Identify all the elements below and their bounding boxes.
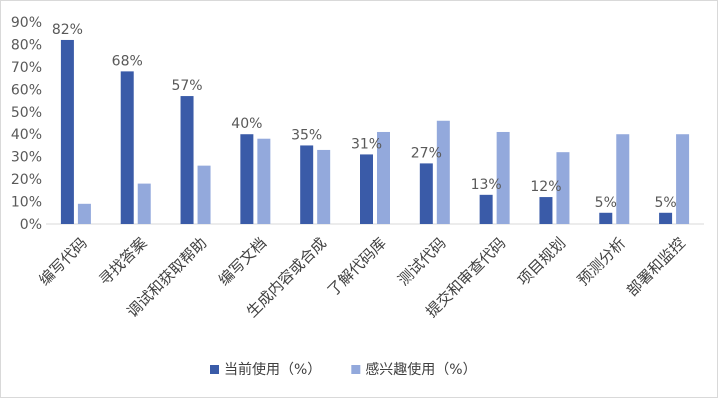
data-label: 27% xyxy=(411,145,442,161)
bar xyxy=(539,197,553,224)
y-tick-label: 30% xyxy=(11,150,42,166)
x-tick-label: 编写代码 xyxy=(35,234,90,289)
legend-label: 感兴趣使用（%） xyxy=(365,361,476,378)
data-label: 57% xyxy=(171,78,202,94)
bar xyxy=(300,145,314,224)
x-tick-label: 项目规划 xyxy=(514,234,569,289)
bar xyxy=(616,134,630,224)
bar xyxy=(496,131,510,224)
x-tick-label: 测试代码 xyxy=(394,234,449,289)
bar xyxy=(257,138,271,224)
bars xyxy=(60,39,690,225)
y-tick-label: 90% xyxy=(11,15,42,31)
bar xyxy=(419,163,433,224)
data-label: 40% xyxy=(231,116,262,132)
bar xyxy=(676,134,690,224)
bar xyxy=(137,183,151,224)
bar xyxy=(436,120,450,224)
data-labels: 82% 68% 57% 40% 35% 31% 27% 13% 12% 5% 5% xyxy=(52,22,677,211)
legend-label: 当前使用（%） xyxy=(224,361,321,378)
bar xyxy=(77,203,91,224)
x-tick-label: 编写文档 xyxy=(215,234,270,289)
bar xyxy=(479,194,493,224)
bar xyxy=(180,96,194,224)
legend: 当前使用（%） 感兴趣使用（%） xyxy=(210,361,477,378)
y-tick-label: 10% xyxy=(11,195,42,211)
y-tick-label: 60% xyxy=(11,82,42,98)
data-label: 5% xyxy=(654,195,676,211)
legend-swatch xyxy=(351,365,361,374)
data-label: 13% xyxy=(471,177,502,193)
y-tick-label: 0% xyxy=(20,217,42,233)
y-tick-label: 20% xyxy=(11,172,42,188)
bar xyxy=(556,152,570,224)
y-tick-label: 40% xyxy=(11,127,42,143)
y-tick-label: 80% xyxy=(11,37,42,53)
data-label: 35% xyxy=(291,127,322,143)
x-tick-label: 部署和监控 xyxy=(623,234,689,300)
y-tick-label: 50% xyxy=(11,105,42,121)
y-axis: 0% 10% 20% 30% 40% 50% 60% 70% 80% 90% xyxy=(11,15,42,233)
bar xyxy=(599,212,613,224)
x-tick-label: 了解代码库 xyxy=(324,234,390,300)
data-label: 12% xyxy=(530,179,561,195)
bar xyxy=(659,212,673,224)
bar xyxy=(317,149,331,224)
bar xyxy=(60,39,74,225)
data-label: 68% xyxy=(112,53,143,69)
legend-swatch xyxy=(210,365,219,374)
bar xyxy=(240,134,254,224)
bar xyxy=(360,154,373,224)
data-label: 82% xyxy=(52,22,83,38)
data-label: 5% xyxy=(595,195,617,211)
y-tick-label: 70% xyxy=(11,60,42,76)
x-tick-label: 预测分析 xyxy=(574,234,629,289)
x-tick-label: 寻找答案 xyxy=(95,234,150,289)
bar xyxy=(377,131,390,224)
bar xyxy=(120,71,134,224)
data-label: 31% xyxy=(351,136,382,152)
bar xyxy=(197,165,211,224)
